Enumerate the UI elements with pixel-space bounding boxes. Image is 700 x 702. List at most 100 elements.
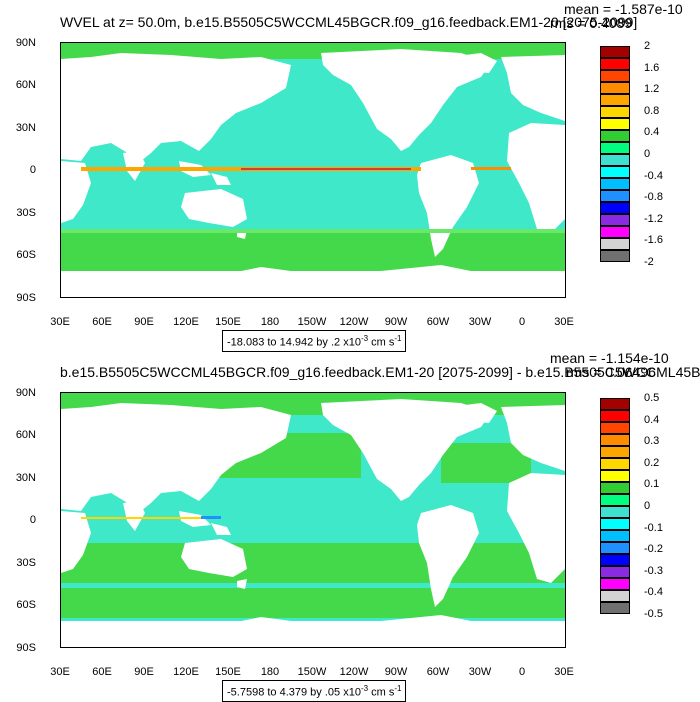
panel-1-australia: [181, 189, 247, 227]
panel-2-lat-label: 60S: [16, 599, 36, 611]
colorbar-swatch: [600, 46, 630, 58]
panel-2-lon-label: 90W: [384, 666, 408, 678]
panel-2-lon-label: 60E: [92, 666, 112, 678]
panel-2-lon-label: 180: [260, 666, 280, 678]
colorbar-label: -0.1: [644, 521, 663, 534]
colorbar-swatch: [600, 178, 630, 190]
panel-2-australia: [181, 539, 247, 577]
colorbar-label: -1.6: [644, 234, 663, 247]
colorbar-swatch: [600, 470, 630, 482]
panel-1-lat-label: 30N: [15, 122, 36, 134]
colorbar-swatch: [600, 494, 630, 506]
panel-1-lon-label: 60E: [92, 316, 112, 328]
colorbar-swatch: [600, 154, 630, 166]
colorbar-swatch: [600, 482, 630, 494]
panel-2-lat-label: 60N: [15, 429, 36, 441]
colorbar-label: 1.6: [644, 61, 660, 74]
colorbar-label: 0.2: [644, 456, 660, 469]
panel-1-africa-east: [61, 161, 91, 223]
panel-1-lon-label: 120W: [339, 316, 369, 328]
colorbar-label: -0.5: [644, 608, 663, 620]
panel-2-range-label: -5.7598 to 4.379 by .05 x10-3 cm s-1: [222, 680, 407, 702]
panel-2-lat-label: 30N: [15, 472, 36, 484]
panel-1-lon-label: 90W: [384, 316, 408, 328]
panel-2-north-america: [321, 399, 491, 501]
colorbar-swatch: [600, 506, 630, 518]
colorbar-label: 0.1: [644, 478, 660, 491]
panel-2-lon-label: 90E: [134, 666, 154, 678]
colorbar-label: -0.4: [644, 586, 663, 599]
panel-1-southern-band: [61, 233, 565, 271]
panel-1-africa: [507, 123, 565, 233]
colorbar-swatch: [600, 398, 630, 410]
colorbar-label: 0.3: [644, 435, 660, 448]
colorbar-swatch: [600, 214, 630, 226]
panel-2-south-america: [417, 505, 479, 607]
colorbar-swatch: [600, 70, 630, 82]
colorbar-label: 0.8: [644, 104, 660, 117]
panel-2-title: b.e15.B5505C5WCCML45BGCR.f09_g16.feedbac…: [60, 364, 700, 380]
panel-1-lon-label: 30E: [50, 316, 70, 328]
colorbar-swatch: [600, 106, 630, 118]
panel-2-lon-label: 120W: [339, 666, 369, 678]
colorbar-swatch: [600, 94, 630, 106]
colorbar-swatch: [600, 602, 630, 614]
colorbar-swatch: [600, 142, 630, 154]
panel-1-lat-label: 90N: [15, 37, 36, 49]
panel-1-lon-label: 60W: [426, 316, 450, 328]
panel-1-range-label: -18.083 to 14.942 by .2 x10-3 cm s-1: [222, 330, 407, 352]
colorbar-swatch: [600, 542, 630, 554]
panel-1-rms: rms = 0.4089: [550, 15, 633, 31]
panel-2-southern-band: [61, 543, 565, 583]
colorbar-label: 0: [644, 148, 651, 160]
colorbar-swatch: [600, 578, 630, 590]
colorbar-swatch: [600, 166, 630, 178]
panel-1-map-frame: [60, 42, 566, 298]
colorbar-label: 0.4: [644, 413, 660, 426]
panel-2-lon-label: 150E: [215, 666, 241, 678]
panel-2-lat-label: 0: [29, 514, 36, 526]
colorbar-label: 2: [644, 40, 651, 52]
colorbar-swatch: [600, 566, 630, 578]
colorbar-swatch: [600, 226, 630, 238]
panel-2-lat-label: 90S: [16, 642, 36, 654]
panel-2-rms: rms = 0.06496: [566, 364, 656, 380]
colorbar-swatch: [600, 590, 630, 602]
panel-2-lon-label: 150W: [297, 666, 327, 678]
colorbar-swatch: [600, 130, 630, 142]
colorbar-label: -0.8: [644, 191, 663, 204]
panel-2-lat-label: 30S: [16, 557, 36, 569]
colorbar-label: -2: [644, 256, 654, 268]
panel-2-lat-label: 90N: [15, 387, 36, 399]
panel-2-map-frame: [60, 392, 566, 648]
panel-1-lat-label: 90S: [16, 292, 36, 304]
panel-2-lon-label: 30E: [50, 666, 70, 678]
panel-1-eurasia: [61, 53, 291, 161]
panel-1-lon-label: 150E: [215, 316, 241, 328]
colorbar-swatch: [600, 434, 630, 446]
colorbar-label: 0: [644, 500, 651, 512]
panel-1-lon-label: 30W: [468, 316, 492, 328]
panel-2-lon-label: 60W: [426, 666, 450, 678]
colorbar-swatch: [600, 458, 630, 470]
colorbar-swatch: [600, 554, 630, 566]
colorbar-label: -0.4: [644, 169, 663, 182]
panel-1-lat-label: 60S: [16, 249, 36, 261]
panel-1-lat-label: 30S: [16, 207, 36, 219]
panel-1-lon-label: 30E: [554, 316, 574, 328]
panel-1-lon-label: 180: [260, 316, 280, 328]
panel-2-lon-label: 120E: [173, 666, 199, 678]
colorbar-swatch: [600, 422, 630, 434]
colorbar-swatch: [600, 446, 630, 458]
panel-1-mean: mean = -1.587e-10: [564, 1, 683, 17]
panel-1-lon-label: 150W: [297, 316, 327, 328]
colorbar-label: -0.2: [644, 543, 663, 556]
panel-2-lon-label: 30W: [468, 666, 492, 678]
colorbar-label: 0.5: [644, 392, 660, 404]
panel-1-map: [61, 43, 565, 297]
colorbar-swatch: [600, 82, 630, 94]
panel-2-eurasia: [61, 403, 291, 511]
panel-2-lon-label: 0: [518, 666, 526, 678]
panel-1-lat-label: 0: [29, 164, 36, 176]
colorbar-swatch: [600, 518, 630, 530]
